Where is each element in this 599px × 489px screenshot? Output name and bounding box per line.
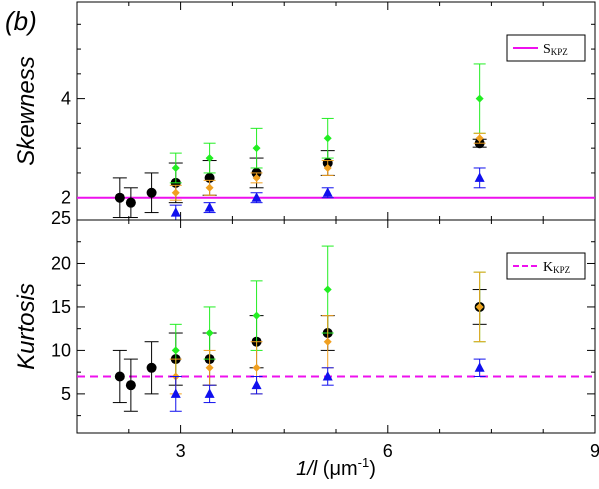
top-y-tick-label: 4 bbox=[61, 89, 71, 109]
top-point-blue bbox=[170, 207, 181, 217]
top-point-black bbox=[125, 197, 136, 208]
top-y-axis-label: Skewness bbox=[13, 56, 40, 165]
bottom-legend-box bbox=[506, 252, 586, 280]
top-point-blue bbox=[204, 202, 215, 212]
top-legend-label: SKPZ bbox=[543, 42, 568, 57]
bottom-point-green bbox=[252, 311, 261, 320]
bottom-y-axis-label: Kurtosis bbox=[13, 283, 40, 370]
bottom-y-tick-label: 10 bbox=[51, 340, 71, 360]
bottom-point-green bbox=[205, 329, 214, 338]
bottom-point-orange bbox=[323, 337, 332, 346]
top-point-green bbox=[475, 94, 484, 103]
top-point-green bbox=[171, 163, 180, 172]
x-tick-label: 9 bbox=[590, 441, 599, 461]
bottom-point-blue bbox=[474, 362, 485, 372]
bottom-point-black bbox=[114, 371, 125, 382]
top-point-orange bbox=[205, 183, 214, 192]
bottom-point-green bbox=[171, 346, 180, 355]
bottom-point-orange bbox=[205, 363, 214, 372]
top-point-green bbox=[323, 134, 332, 143]
top-point-orange bbox=[323, 163, 332, 172]
top-point-orange bbox=[171, 188, 180, 197]
top-point-orange bbox=[475, 134, 484, 143]
bottom-point-black bbox=[146, 362, 157, 373]
top-point-green bbox=[205, 154, 214, 163]
bottom-point-green bbox=[323, 285, 332, 294]
bottom-y-tick-label: 15 bbox=[51, 297, 71, 317]
top-point-black bbox=[114, 192, 125, 203]
x-axis-label: 1/l (μm-1) bbox=[296, 455, 376, 480]
bottom-point-orange bbox=[475, 302, 484, 311]
top-point-blue bbox=[322, 187, 333, 197]
bottom-point-blue bbox=[170, 388, 181, 398]
x-tick-label: 3 bbox=[176, 441, 186, 461]
bottom-point-blue bbox=[322, 370, 333, 381]
top-point-green bbox=[252, 144, 261, 153]
top-point-blue bbox=[474, 172, 485, 182]
panel-label: (b) bbox=[5, 6, 37, 36]
x-tick-label: 6 bbox=[383, 441, 393, 461]
top-point-blue bbox=[251, 192, 262, 202]
top-point-orange bbox=[252, 173, 261, 182]
bottom-y-tick-label: 25 bbox=[51, 208, 71, 228]
bottom-legend-label: KKPZ bbox=[543, 260, 570, 275]
plot-layer: 2 4 Skewness SKPZ 3 6 9 5 10 15 20 25 Kurtosis KKPZ 1/… bbox=[13, 1, 599, 480]
bottom-y-tick-label: 5 bbox=[61, 384, 71, 404]
bottom-point-orange bbox=[252, 363, 261, 372]
top-point-black bbox=[146, 187, 157, 198]
bottom-point-blue bbox=[204, 388, 215, 398]
bottom-point-blue bbox=[251, 379, 262, 390]
bottom-point-black bbox=[125, 380, 136, 391]
top-y-tick-label: 2 bbox=[61, 188, 71, 208]
bottom-y-tick-label: 20 bbox=[51, 253, 71, 273]
bottom-axes-frame bbox=[76, 219, 596, 434]
